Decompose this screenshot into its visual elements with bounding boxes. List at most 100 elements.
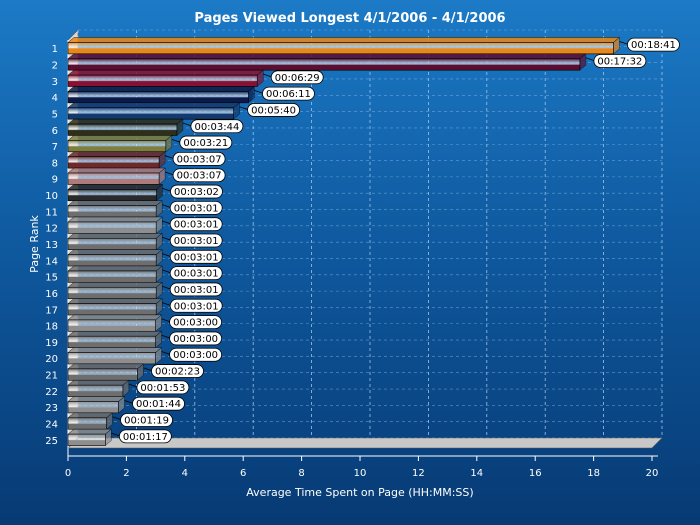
bar-top-face (67, 216, 163, 223)
y-tick-label: 9 (52, 175, 58, 186)
data-label: 00:03:01 (174, 301, 219, 312)
bar-top-face (67, 200, 163, 206)
x-tick-label: 8 (298, 468, 304, 479)
bar (67, 123, 178, 136)
y-axis-title: Page Rank (28, 215, 41, 273)
data-label-box (169, 282, 223, 297)
y-tick-label: 18 (45, 322, 58, 333)
data-label: 00:03:01 (174, 252, 219, 263)
data-label-box (169, 233, 223, 248)
data-label-box (170, 184, 223, 199)
data-label-box (172, 168, 226, 183)
data-label-leader (161, 351, 170, 355)
data-label: 00:02:23 (155, 367, 200, 378)
y-tick-label: 21 (45, 371, 58, 382)
bar (67, 352, 156, 365)
x-tick-label: 12 (412, 468, 425, 479)
data-label-box (120, 413, 173, 427)
data-label: 00:03:00 (173, 350, 218, 361)
data-label-box (169, 298, 223, 313)
data-label-leader (161, 318, 170, 322)
data-label: 00:01:19 (124, 416, 169, 427)
data-label-leader (263, 73, 272, 78)
data-label-box (172, 151, 226, 166)
data-label-leader (585, 57, 595, 61)
data-label-leader (182, 122, 192, 127)
x-tick-label: 0 (65, 468, 71, 479)
bar (67, 433, 106, 446)
data-label: 00:03:02 (174, 187, 219, 198)
data-label: 00:03:44 (194, 122, 239, 133)
x-tick-label: 16 (529, 468, 542, 479)
data-label: 00:06:11 (266, 89, 311, 100)
y-tick-label: 24 (45, 420, 58, 431)
bar-top-face (67, 184, 164, 190)
data-label-leader (162, 236, 171, 241)
y-tick-label: 11 (45, 207, 58, 218)
data-label-leader (162, 302, 171, 306)
x-tick-label: 4 (182, 468, 188, 479)
bar-top-face (67, 233, 163, 239)
bar-top-face (67, 86, 256, 92)
data-label-box (136, 380, 190, 395)
data-label: 00:01:17 (123, 432, 168, 443)
bar-top-face (67, 363, 145, 370)
bar (67, 189, 157, 202)
data-label-leader (161, 334, 170, 339)
data-label-box (169, 266, 223, 281)
y-tick-label: 10 (45, 191, 58, 202)
bar (67, 205, 157, 218)
y-tick-label: 16 (45, 289, 58, 300)
data-label-leader (162, 187, 171, 192)
bar (67, 221, 157, 234)
data-label: 00:03:01 (174, 220, 219, 231)
data-label: 00:03:07 (177, 171, 222, 182)
data-label: 00:03:01 (174, 236, 219, 247)
data-label-box (190, 119, 244, 134)
bar (67, 107, 234, 120)
y-tick-label: 17 (45, 305, 58, 316)
data-label: 00:01:44 (136, 399, 181, 410)
bar (67, 42, 614, 55)
bar-top-face (67, 379, 130, 386)
bar (67, 303, 157, 316)
bar (67, 401, 119, 414)
data-label-box (262, 86, 315, 101)
data-label: 00:05:40 (251, 105, 296, 116)
y-tick-label: 7 (52, 142, 58, 153)
y-tick-label: 5 (52, 109, 58, 120)
data-label-box (132, 396, 185, 411)
data-label-leader (162, 269, 171, 274)
x-tick-label: 14 (470, 468, 483, 479)
bar-top-face (67, 53, 587, 60)
bar (67, 74, 258, 87)
y-tick-label: 20 (45, 354, 58, 365)
y-tick-label: 15 (45, 273, 58, 284)
y-tick-label: 3 (52, 77, 58, 88)
bar-top-face (67, 118, 184, 125)
data-label-box (179, 135, 233, 150)
bar-top-face (67, 298, 163, 304)
data-label-leader (239, 106, 248, 110)
y-tick-label: 22 (45, 387, 58, 398)
data-label: 00:03:00 (173, 334, 218, 345)
x-tick-label: 20 (646, 468, 659, 479)
chart-title: Pages Viewed Longest 4/1/2006 - 4/1/2006 (194, 11, 505, 26)
bar-top-face (67, 314, 163, 321)
bar (67, 270, 157, 283)
data-label: 00:06:29 (275, 73, 320, 84)
bar (67, 254, 157, 267)
x-tick-label: 6 (240, 468, 246, 479)
bar-top-face (67, 151, 166, 157)
data-label-leader (164, 171, 174, 176)
data-label: 00:17:32 (597, 56, 642, 67)
data-label-leader (162, 253, 171, 257)
data-label: 00:03:01 (174, 285, 219, 296)
data-label-box (151, 364, 204, 378)
data-label-box (169, 347, 223, 362)
bar-top-face (67, 69, 264, 76)
data-label: 00:01:53 (140, 383, 185, 394)
bar-top-face (67, 265, 163, 272)
data-label-box (118, 429, 172, 444)
